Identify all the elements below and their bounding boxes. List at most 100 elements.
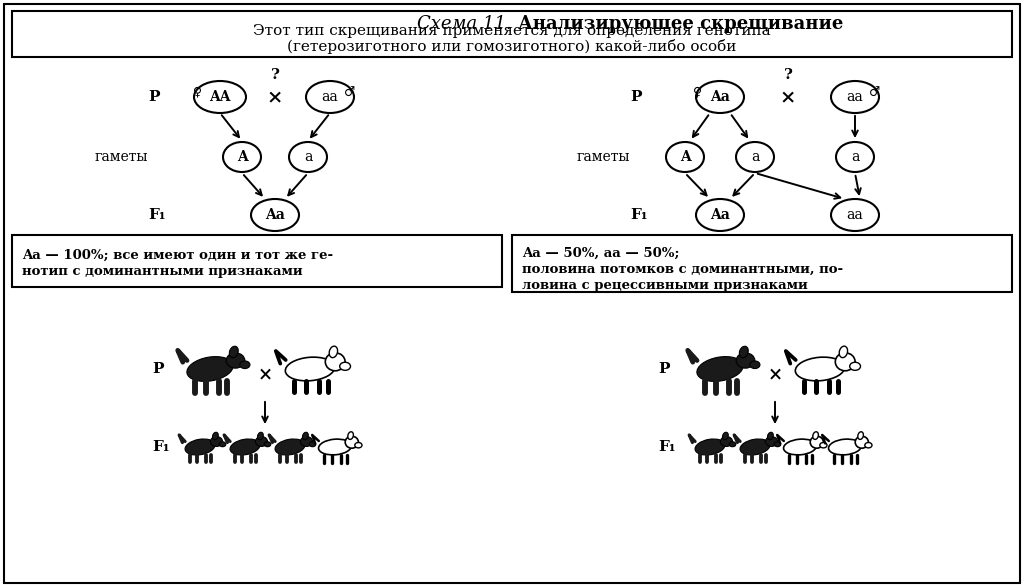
Text: aa: aa: [847, 90, 863, 104]
Ellipse shape: [187, 356, 233, 382]
Text: F₁: F₁: [152, 440, 170, 454]
Ellipse shape: [275, 439, 305, 455]
Ellipse shape: [194, 81, 246, 113]
Text: A: A: [680, 150, 690, 164]
Ellipse shape: [354, 443, 362, 448]
Ellipse shape: [696, 199, 744, 231]
Text: F₁: F₁: [658, 440, 676, 454]
Ellipse shape: [697, 356, 743, 382]
Text: (гетерозиготного или гомозиготного) какой-либо особи: (гетерозиготного или гомозиготного) како…: [288, 39, 736, 55]
Ellipse shape: [255, 437, 267, 447]
Text: нотип с доминантными признаками: нотип с доминантными признаками: [22, 265, 303, 278]
Text: F₁: F₁: [630, 208, 647, 222]
Ellipse shape: [813, 432, 818, 440]
Ellipse shape: [666, 142, 705, 172]
Ellipse shape: [257, 432, 263, 440]
Ellipse shape: [340, 362, 350, 370]
Text: Aa: Aa: [710, 90, 730, 104]
Ellipse shape: [230, 439, 260, 455]
Ellipse shape: [865, 443, 872, 448]
Ellipse shape: [855, 436, 868, 448]
Ellipse shape: [750, 361, 760, 369]
Ellipse shape: [229, 346, 239, 358]
Ellipse shape: [831, 81, 879, 113]
Ellipse shape: [831, 199, 879, 231]
Text: F₁: F₁: [148, 208, 166, 222]
Ellipse shape: [240, 361, 250, 369]
Text: P: P: [658, 362, 670, 376]
Text: P: P: [148, 90, 160, 104]
Ellipse shape: [185, 439, 215, 455]
Text: Aa — 50%, aa — 50%;: Aa — 50%, aa — 50%;: [522, 247, 680, 260]
Ellipse shape: [695, 439, 725, 455]
Text: ♀: ♀: [194, 86, 203, 99]
Ellipse shape: [318, 439, 351, 455]
Text: a: a: [751, 150, 759, 164]
Ellipse shape: [264, 442, 271, 447]
Ellipse shape: [740, 439, 770, 455]
Ellipse shape: [219, 442, 226, 447]
Ellipse shape: [326, 353, 345, 371]
Ellipse shape: [696, 81, 744, 113]
Text: AA: AA: [209, 90, 230, 104]
Text: Aa: Aa: [265, 208, 285, 222]
Text: ♀: ♀: [693, 86, 702, 99]
Ellipse shape: [223, 142, 261, 172]
Text: ×: ×: [780, 88, 797, 106]
Text: Aa — 100%; все имеют один и тот же ге-: Aa — 100%; все имеют один и тот же ге-: [22, 249, 333, 262]
Ellipse shape: [721, 437, 732, 447]
Ellipse shape: [729, 442, 736, 447]
Text: Схема 11.: Схема 11.: [418, 15, 512, 33]
Text: гаметы: гаметы: [94, 150, 148, 164]
Text: ♂: ♂: [344, 86, 355, 99]
Ellipse shape: [850, 362, 860, 370]
FancyBboxPatch shape: [12, 235, 502, 287]
Ellipse shape: [300, 437, 312, 447]
Text: ?: ?: [783, 68, 793, 82]
Text: P: P: [152, 362, 164, 376]
Text: Анализирующее скрещивание: Анализирующее скрещивание: [512, 15, 844, 33]
FancyBboxPatch shape: [512, 235, 1012, 292]
Text: ?: ?: [270, 68, 280, 82]
Ellipse shape: [211, 437, 222, 447]
Text: гаметы: гаметы: [577, 150, 630, 164]
Text: ♂: ♂: [869, 86, 881, 99]
Text: a: a: [851, 150, 859, 164]
FancyBboxPatch shape: [12, 11, 1012, 57]
Text: ×: ×: [267, 88, 284, 106]
Text: ×: ×: [257, 365, 272, 383]
Ellipse shape: [774, 442, 781, 447]
Ellipse shape: [723, 432, 728, 440]
Text: половина потомков с доминантными, по-: половина потомков с доминантными, по-: [522, 263, 843, 276]
Ellipse shape: [820, 443, 827, 448]
Ellipse shape: [828, 439, 861, 455]
Text: A: A: [237, 150, 248, 164]
Ellipse shape: [289, 142, 327, 172]
Text: aa: aa: [322, 90, 338, 104]
Ellipse shape: [836, 353, 855, 371]
Ellipse shape: [739, 346, 749, 358]
Text: aa: aa: [847, 208, 863, 222]
Ellipse shape: [226, 353, 245, 368]
Text: a: a: [304, 150, 312, 164]
Ellipse shape: [302, 432, 308, 440]
Ellipse shape: [286, 357, 335, 381]
Text: Этот тип скрещивания применяется для определения генотипа: Этот тип скрещивания применяется для опр…: [253, 24, 771, 38]
Ellipse shape: [858, 432, 863, 440]
Ellipse shape: [329, 346, 338, 357]
Ellipse shape: [836, 142, 874, 172]
Ellipse shape: [306, 81, 354, 113]
Ellipse shape: [840, 346, 848, 357]
Ellipse shape: [251, 199, 299, 231]
Text: ловина с рецессивными признаками: ловина с рецессивными признаками: [522, 279, 808, 292]
Ellipse shape: [345, 436, 358, 448]
Text: Aa: Aa: [710, 208, 730, 222]
Ellipse shape: [309, 442, 315, 447]
Text: P: P: [630, 90, 641, 104]
Ellipse shape: [783, 439, 816, 455]
Ellipse shape: [796, 357, 845, 381]
Text: ×: ×: [767, 365, 782, 383]
Ellipse shape: [810, 436, 823, 448]
Ellipse shape: [766, 437, 777, 447]
Ellipse shape: [213, 432, 218, 440]
